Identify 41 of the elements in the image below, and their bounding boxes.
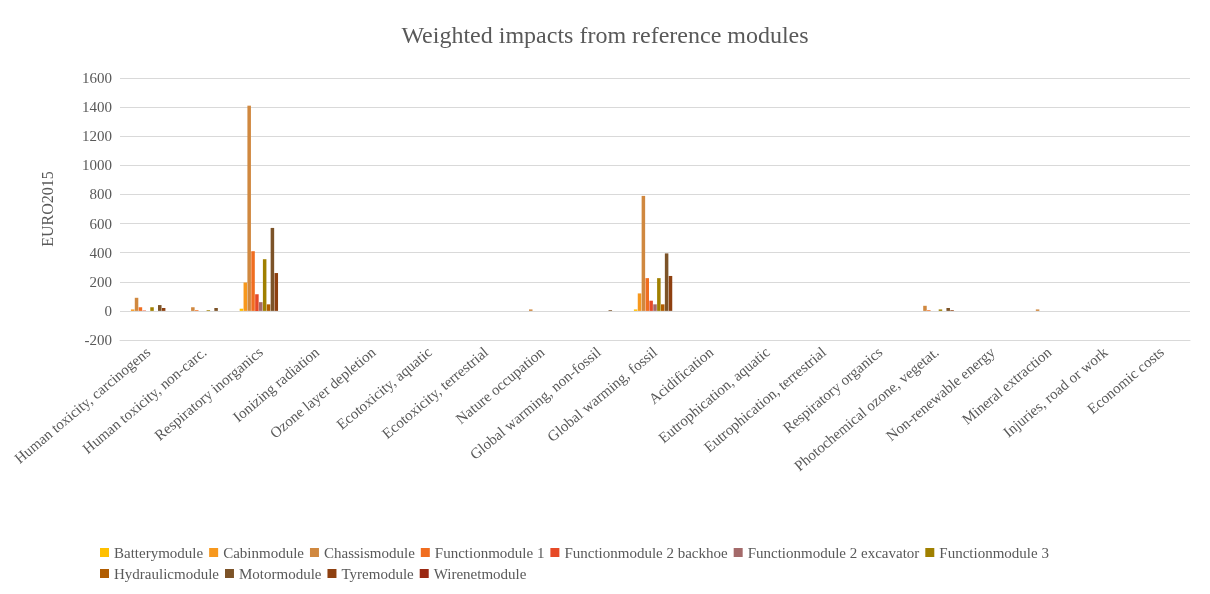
bar bbox=[247, 105, 251, 311]
bar bbox=[191, 307, 195, 311]
y-tick-label: 1400 bbox=[82, 99, 112, 116]
legend-label: Functionmodule 2 excavator bbox=[747, 544, 920, 561]
y-tick-label: 600 bbox=[89, 215, 112, 232]
bar bbox=[653, 304, 657, 311]
y-tick-label: 200 bbox=[89, 273, 112, 290]
legend-label: Functionmodule 1 bbox=[434, 544, 545, 561]
bar bbox=[649, 300, 653, 311]
bar bbox=[946, 307, 950, 311]
legend-label: Chassismodule bbox=[323, 544, 416, 561]
bar bbox=[645, 278, 650, 311]
bar bbox=[158, 305, 162, 311]
y-tick-label: 1200 bbox=[82, 128, 112, 145]
bar bbox=[657, 278, 661, 311]
bar bbox=[660, 304, 665, 311]
legend-label: Wirenetmodule bbox=[433, 565, 527, 582]
y-tick-label: -200 bbox=[84, 332, 112, 348]
legend-label: Functionmodule 3 bbox=[939, 544, 1049, 561]
legend-label: Batterymodule bbox=[114, 544, 204, 561]
legend-label: Cabinmodule bbox=[223, 544, 305, 561]
legend-label: Tyremodule bbox=[341, 565, 415, 582]
bar bbox=[138, 307, 143, 311]
bar bbox=[255, 294, 259, 311]
bar bbox=[161, 307, 166, 311]
y-tick-label: 0 bbox=[104, 302, 112, 319]
bar bbox=[923, 305, 927, 311]
chart-title: Weighted impacts from reference modules bbox=[401, 22, 809, 48]
y-axis-title: EURO2015 bbox=[38, 171, 56, 247]
bar bbox=[259, 302, 263, 311]
bar bbox=[251, 251, 255, 311]
y-tick-label: 1000 bbox=[82, 157, 112, 174]
y-tick-label: 800 bbox=[89, 186, 112, 203]
legend-label: Motormodule bbox=[238, 565, 322, 582]
y-tick-label: 1600 bbox=[82, 70, 112, 86]
bar bbox=[150, 307, 154, 311]
bar bbox=[266, 304, 271, 311]
bar bbox=[214, 307, 218, 311]
y-tick-label: 400 bbox=[89, 244, 112, 261]
legend-label: Hydraulicmodule bbox=[114, 565, 220, 582]
legend-label: Functionmodule 2 backhoe bbox=[564, 544, 729, 561]
